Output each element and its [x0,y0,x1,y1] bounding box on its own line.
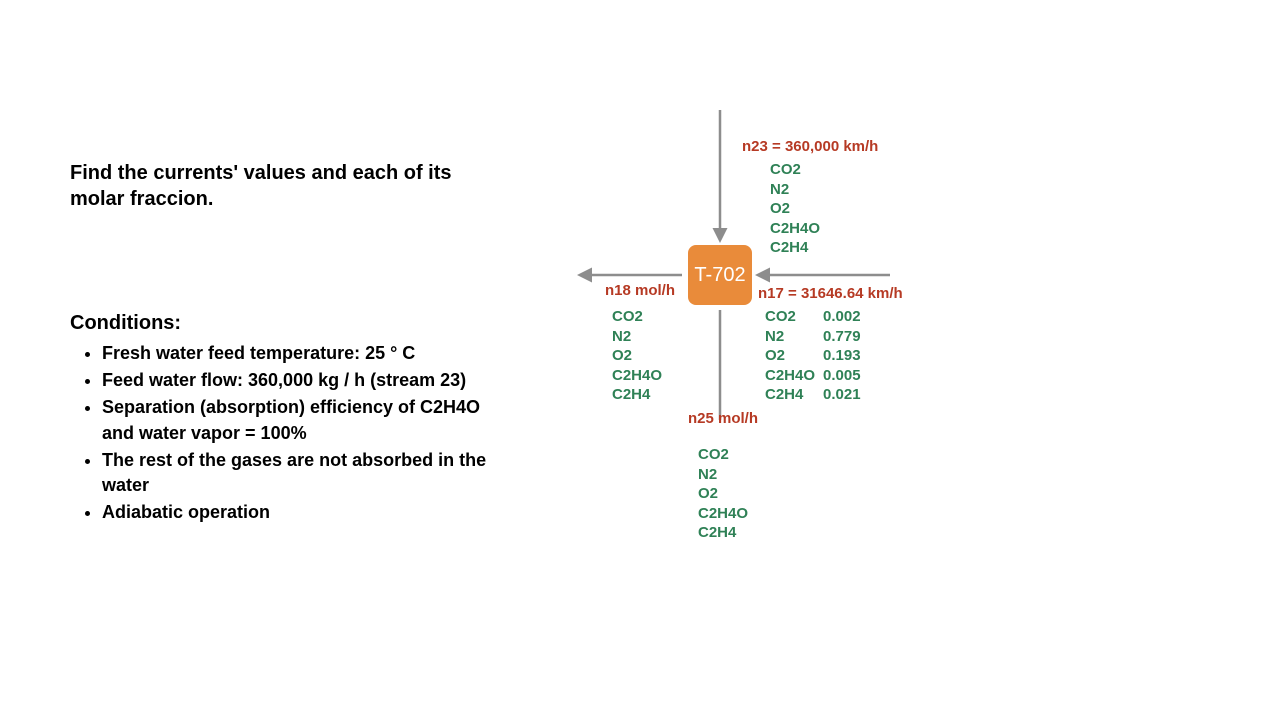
conditions-list: Fresh water feed temperature: 25 ° CFeed… [70,341,490,525]
condition-item: Adiabatic operation [102,500,490,525]
species-row: C2H40.021 [765,385,873,405]
stream-label-n18: n18 mol/h [605,282,675,299]
species-row: C2H4O [612,366,670,386]
species-list-n17: CO20.002N20.779O20.193C2H4O0.005C2H40.02… [765,307,873,405]
condition-item: Separation (absorption) efficiency of C2… [102,395,490,445]
unit-t702: T-702 [688,245,752,305]
species-name: O2 [612,346,670,366]
species-name: C2H4 [770,238,828,258]
conditions-heading: Conditions: [70,312,490,335]
species-name: C2H4 [698,523,756,543]
species-name: O2 [765,346,823,366]
species-fraction: 0.021 [823,385,873,405]
species-row: CO2 [612,307,670,327]
species-row: N2 [770,180,828,200]
species-name: C2H4O [765,366,823,386]
species-name: O2 [770,199,828,219]
species-name: CO2 [765,307,823,327]
species-row: O2 [770,199,828,219]
species-row: O2 [698,484,756,504]
species-name: C2H4 [765,385,823,405]
condition-item: Fresh water feed temperature: 25 ° C [102,341,490,366]
stream-label-n23: n23 = 360,000 km/h [742,138,878,155]
species-list-n23: CO2N2O2C2H4OC2H4 [770,160,828,258]
species-row: CO2 [698,445,756,465]
species-fraction: 0.779 [823,327,873,347]
species-name: C2H4O [698,504,756,524]
species-name: N2 [698,465,756,485]
species-fraction: 0.005 [823,366,873,386]
species-name: C2H4O [612,366,670,386]
species-row: CO20.002 [765,307,873,327]
stream-label-n17: n17 = 31646.64 km/h [758,285,903,302]
unit-label: T-702 [694,264,745,287]
species-fraction: 0.193 [823,346,873,366]
species-row: C2H4 [698,523,756,543]
species-name: N2 [770,180,828,200]
species-row: O2 [612,346,670,366]
species-row: C2H4O [770,219,828,239]
condition-item: The rest of the gases are not absorbed i… [102,448,490,498]
stream-label-n25: n25 mol/h [688,410,758,427]
species-name: N2 [612,327,670,347]
species-name: CO2 [612,307,670,327]
species-row: N2 [698,465,756,485]
species-name: N2 [765,327,823,347]
species-row: C2H4O0.005 [765,366,873,386]
species-row: CO2 [770,160,828,180]
species-row: C2H4 [770,238,828,258]
process-diagram: T-702 n23 = 360,000 km/hCO2N2O2C2H4OC2H4… [570,110,1170,590]
species-row: N2 [612,327,670,347]
species-row: C2H4O [698,504,756,524]
species-list-n25: CO2N2O2C2H4OC2H4 [698,445,756,543]
species-row: N20.779 [765,327,873,347]
species-name: O2 [698,484,756,504]
species-name: C2H4O [770,219,828,239]
species-name: CO2 [770,160,828,180]
species-fraction: 0.002 [823,307,873,327]
species-name: C2H4 [612,385,670,405]
species-row: C2H4 [612,385,670,405]
species-row: O20.193 [765,346,873,366]
condition-item: Feed water flow: 360,000 kg / h (stream … [102,368,490,393]
problem-title: Find the currents' values and each of it… [70,160,490,212]
species-list-n18: CO2N2O2C2H4OC2H4 [612,307,670,405]
species-name: CO2 [698,445,756,465]
left-panel: Find the currents' values and each of it… [70,160,490,527]
